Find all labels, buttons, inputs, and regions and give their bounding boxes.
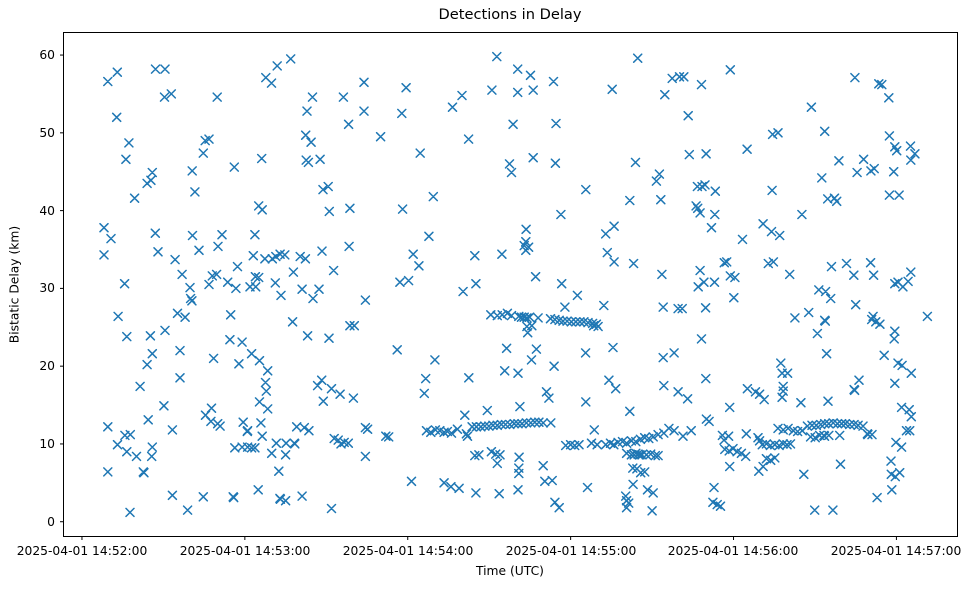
y-tick-label-20: 20	[39, 359, 55, 373]
x-tick-label-4: 2025-04-01 14:56:00	[667, 544, 799, 558]
y-tick-label-0: 0	[47, 515, 55, 529]
chart-title: Detections in Delay	[438, 6, 582, 23]
y-axis-title: Bistatic Delay (km)	[7, 225, 22, 344]
y-tick-label-10: 10	[39, 437, 55, 451]
x-tick-label-3: 2025-04-01 14:55:00	[505, 544, 637, 558]
x-axis-title: Time (UTC)	[476, 564, 544, 578]
x-tick-label-2: 2025-04-01 14:54:00	[342, 544, 474, 558]
y-tick-label-50: 50	[39, 126, 55, 140]
x-tick-label-5: 2025-04-01 14:57:00	[830, 544, 962, 558]
y-tick-label-60: 60	[39, 48, 55, 62]
y-tick-label-40: 40	[39, 204, 55, 218]
x-tick-label-1: 2025-04-01 14:53:00	[179, 544, 311, 558]
x-tick-label-0: 2025-04-01 14:52:00	[16, 544, 148, 558]
scatter-points	[99, 51, 933, 518]
plot-border	[63, 32, 958, 537]
y-tick-label-30: 30	[39, 281, 55, 295]
